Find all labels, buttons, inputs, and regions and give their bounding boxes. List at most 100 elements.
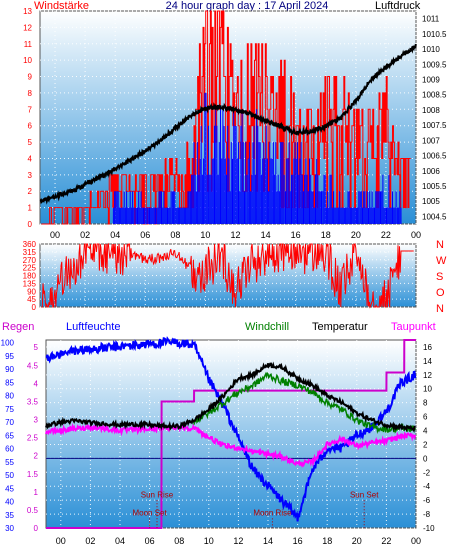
chart-title: 24 hour graph day : 17 April 2024 — [166, 0, 329, 12]
direction-tick-label: 135 — [23, 279, 37, 288]
pressure-tick-label: 1005.5 — [422, 182, 447, 191]
humidity-tick-label: 65 — [5, 431, 14, 440]
humidity-tick-label: 40 — [5, 498, 14, 507]
humidity-tick-label: 75 — [5, 405, 14, 414]
astro-label: Sun Set — [350, 490, 379, 499]
humidity-tick-label: 55 — [5, 458, 14, 467]
time-tick-label: 08 — [174, 536, 184, 546]
wind-speed-tick-label: 3 — [28, 171, 33, 180]
compass-label: S — [436, 271, 443, 283]
legend-windchill: Windchill — [245, 321, 289, 333]
rain-tick-label: 1 — [34, 488, 39, 497]
direction-tick-label: 90 — [27, 287, 36, 296]
panel-temp-humidity: Regen Luftfeuchte Windchill Temperatur T… — [1, 321, 436, 546]
temperature-tick-label: 14 — [423, 357, 432, 366]
legend-humidity: Luftfeuchte — [66, 321, 120, 333]
temperature-tick-label: 0 — [423, 454, 428, 463]
time-tick-label: 20 — [351, 230, 361, 240]
time-tick-label: 00 — [50, 230, 60, 240]
time-tick-label: 10 — [204, 536, 214, 546]
temperature-y-axis: -10 -8 -6 -4 -2 0 2 4 6 8 10 12 14 16 — [423, 343, 435, 533]
wind-speed-tick-label: 5 — [28, 138, 33, 147]
time-tick-label: 16 — [293, 536, 303, 546]
direction-tick-label: 315 — [23, 248, 37, 257]
humidity-y-axis: 30 35 40 45 50 55 60 65 70 75 80 85 90 95 100 — [1, 339, 15, 533]
wind-speed-tick-label: 4 — [28, 154, 33, 163]
temperature-tick-label: 2 — [423, 440, 428, 449]
astro-label: Moon Rise — [253, 508, 292, 517]
temperature-tick-label: 8 — [423, 399, 428, 408]
rain-series — [46, 339, 416, 529]
wind-speed-tick-label: 7 — [28, 105, 33, 114]
humidity-tick-label: 100 — [1, 339, 15, 348]
pressure-tick-label: 1009.5 — [422, 60, 447, 69]
wind-speed-axis-title: Windstärke — [34, 0, 89, 12]
rain-tick-label: 0.5 — [27, 506, 39, 515]
pressure-line — [39, 43, 417, 205]
astro-label: Moon Set — [132, 508, 167, 517]
compass-label: N — [436, 239, 444, 251]
time-tick-label: 06 — [145, 536, 155, 546]
windchill-line — [193, 371, 416, 435]
pressure-tick-label: 1011 — [422, 15, 440, 24]
direction-tick-label: 45 — [27, 295, 36, 304]
rain-y-axis: 0 0.5 1 1.5 2 2.5 3 3.5 4 4.5 5 — [27, 343, 39, 533]
time-tick-label: 12 — [231, 230, 241, 240]
pressure-tick-label: 1008 — [422, 106, 440, 115]
time-tick-label: 04 — [115, 536, 125, 546]
rain-line — [46, 339, 416, 529]
rain-tick-label: 2 — [34, 452, 39, 461]
pressure-series — [39, 43, 417, 205]
pressure-tick-label: 1007.5 — [422, 121, 447, 130]
wind-gust-series — [112, 92, 402, 224]
wind-speed-tick-label: 8 — [28, 89, 33, 98]
dewpoint-line — [45, 422, 417, 468]
time-tick-label: 04 — [110, 230, 120, 240]
humidity-tick-label: 95 — [5, 352, 14, 361]
humidity-tick-label: 50 — [5, 471, 14, 480]
compass-label: W — [436, 255, 447, 267]
pressure-y-axis: 1004.5 1005 1005.5 1006 1006.5 1007 1007.5 1008… — [422, 15, 447, 222]
time-tick-label: 08 — [170, 230, 180, 240]
wind-speed-tick-label: 12 — [23, 23, 32, 32]
compass-label: N — [436, 303, 444, 315]
astro-annotations: Moon Set Sun Rise Moon Rise Sun Set — [132, 490, 379, 528]
dewpoint-series — [45, 422, 417, 468]
time-tick-label: 00 — [411, 536, 421, 546]
time-tick-label: 00 — [411, 230, 421, 240]
pressure-tick-label: 1007 — [422, 136, 440, 145]
temperature-tick-label: 12 — [423, 371, 432, 380]
temperature-tick-label: 6 — [423, 413, 428, 422]
time-tick-label: 14 — [261, 230, 271, 240]
temperature-tick-label: 16 — [423, 343, 432, 352]
pressure-tick-label: 1006.5 — [422, 152, 447, 161]
panel-wind-pressure: Windstärke 24 hour graph day : 17 April … — [23, 0, 447, 240]
wind-speed-tick-label: 9 — [28, 73, 33, 82]
wind-speed-series — [41, 10, 411, 225]
pressure-tick-label: 1008.5 — [422, 91, 447, 100]
rain-tick-label: 5 — [34, 343, 39, 352]
humidity-tick-label: 70 — [5, 418, 14, 427]
humidity-tick-label: 35 — [5, 511, 14, 520]
temperature-tick-label: 4 — [423, 427, 428, 436]
direction-tick-label: 270 — [23, 256, 37, 265]
rain-tick-label: 3 — [34, 416, 39, 425]
time-tick-label: 02 — [80, 230, 90, 240]
wind-speed-tick-label: 6 — [28, 122, 33, 131]
time-tick-label: 18 — [322, 536, 332, 546]
temp-humidity-x-axis: 00 02 04 06 08 10 12 14 16 18 20 22 00 — [56, 536, 421, 546]
wind-speed-tick-label: 1 — [28, 204, 33, 213]
wind-speed-tick-label: 13 — [23, 7, 32, 16]
rain-tick-label: 2.5 — [27, 434, 39, 443]
temperature-tick-label: -8 — [423, 510, 431, 519]
temperature-series — [45, 361, 416, 433]
temperature-tick-label: -10 — [423, 524, 435, 533]
rain-tick-label: 4 — [34, 379, 39, 388]
time-tick-label: 12 — [233, 536, 243, 546]
wind-speed-tick-label: 10 — [23, 56, 32, 65]
rain-tick-label: 4.5 — [27, 361, 39, 370]
